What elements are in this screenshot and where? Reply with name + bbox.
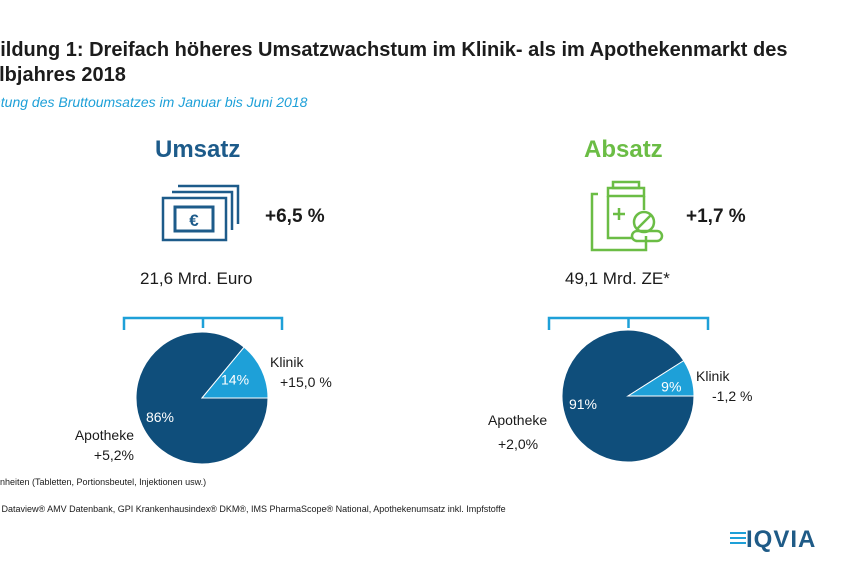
umsatz-klinik-change: +15,0 % — [280, 374, 332, 390]
page-title: bildung 1: Dreifach höheres Umsatzwachst… — [0, 39, 788, 86]
umsatz-klinik-label: Klinik +15,0 % — [270, 352, 332, 392]
absatz-klinik-percent: 9% — [661, 379, 681, 395]
umsatz-apotheke-label: Apotheke +5,2% — [52, 425, 134, 465]
medicine-bottle-pills-icon — [590, 180, 664, 252]
umsatz-slice-klinik — [200, 346, 269, 399]
svg-text:€: € — [189, 211, 199, 230]
umsatz-bracket — [122, 316, 284, 330]
absatz-slice-klinik — [626, 359, 695, 397]
umsatz-apotheke-percent: 86% — [146, 409, 174, 425]
footnote-units: einheiten (Tabletten, Portionsbeutel, In… — [0, 477, 207, 487]
umsatz-apotheke-name: Apotheke — [74, 427, 134, 443]
umsatz-heading: Umsatz — [155, 136, 241, 163]
absatz-apotheke-change: +2,0% — [498, 436, 539, 452]
page-subtitle: chtung des Bruttoumsatzes im Januar bis … — [0, 94, 308, 110]
absatz-klinik-label: Klinik -1,2 % — [696, 366, 752, 406]
absatz-growth: +1,7 % — [686, 206, 746, 227]
absatz-heading: Absatz — [584, 136, 663, 163]
absatz-apotheke-label: Apotheke +2,0% — [488, 410, 547, 454]
umsatz-klinik-percent: 14% — [221, 372, 249, 388]
brand-logo: IQVIA — [746, 526, 817, 553]
absatz-apotheke-percent: 91% — [569, 396, 597, 412]
absatz-klinik-change: -1,2 % — [712, 388, 753, 404]
umsatz-growth: +6,5 % — [265, 206, 325, 227]
absatz-total: 49,1 Mrd. ZE* — [565, 269, 670, 288]
absatz-apotheke-name: Apotheke — [488, 412, 548, 428]
umsatz-klinik-name: Klinik — [270, 354, 304, 370]
umsatz-total: 21,6 Mrd. Euro — [140, 269, 253, 288]
euro-bills-icon: € — [161, 184, 240, 242]
footnote-source: S Dataview® AMV Datenbank, GPI Krankenha… — [0, 504, 506, 514]
absatz-bracket — [547, 316, 710, 330]
umsatz-apotheke-change: +5,2% — [93, 447, 134, 463]
absatz-klinik-name: Klinik — [696, 368, 730, 384]
iqvia-logo-icon — [730, 532, 746, 544]
